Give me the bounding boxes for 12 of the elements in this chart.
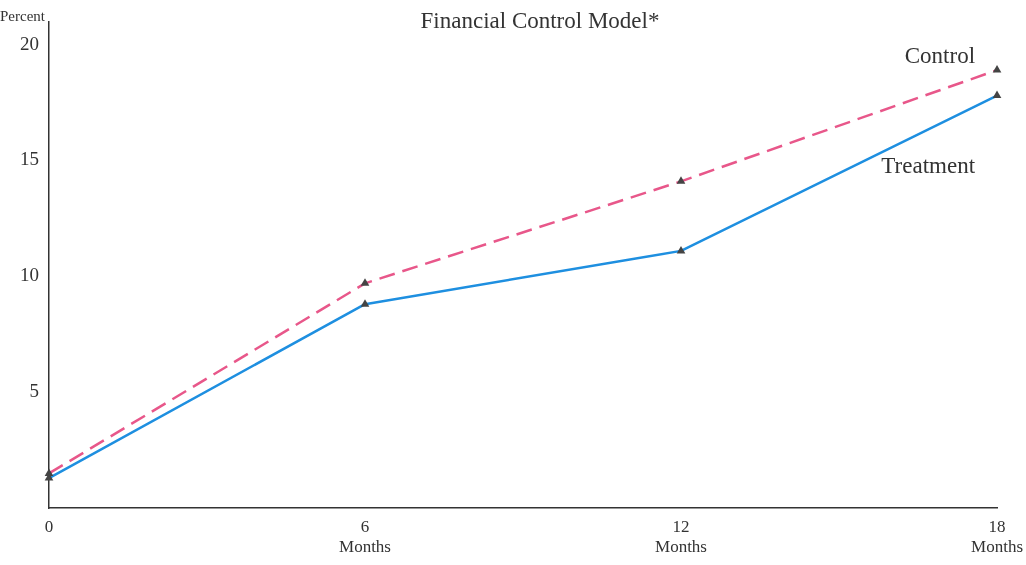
series-label: Treatment [881,153,976,179]
series-label: Control [904,42,976,68]
chart-title: Financial Control Model* [420,7,660,33]
y-tick-label: 15 [20,148,39,170]
y-tick-label: 20 [20,32,39,54]
x-tick-label: 6 Months [339,516,391,557]
x-tick-label: 18 Months [971,516,1024,557]
y-tick-label: 10 [20,264,39,286]
y-axis-title: Percent [0,8,46,25]
x-tick-label: 12 Months [655,516,707,557]
x-tick-label: 0 [44,516,54,536]
y-tick-label: 5 [29,380,39,402]
